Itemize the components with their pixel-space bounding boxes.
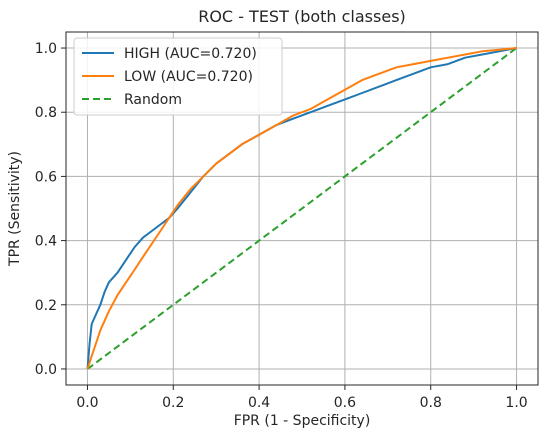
x-tick-label: 0.4 [248,395,270,411]
legend: HIGH (AUC=0.720) LOW (AUC=0.720) Random [73,37,283,116]
y-tick-label: 0.0 [35,362,57,378]
series-line-low [86,47,517,370]
x-axis-ticks: 0.0 0.2 0.4 0.6 0.8 1.0 [76,385,528,411]
y-tick-label: 0.6 [35,169,57,185]
y-tick-label: 0.4 [35,234,57,250]
plot-frame [65,31,539,386]
x-tick-label: 0.0 [76,395,98,411]
y-axis-ticks: 0.0 0.2 0.4 0.6 0.8 1.0 [35,41,66,378]
x-tick-label: 0.8 [420,395,442,411]
series-lines [86,47,518,370]
y-tick-label: 0.2 [35,298,57,314]
series-line-random [86,47,518,370]
x-axis-label: FPR (1 - Specificity) [234,413,371,429]
chart-title: ROC - TEST (both classes) [198,7,406,26]
legend-box [73,37,283,116]
y-tick-label: 1.0 [35,41,57,57]
x-tick-label: 0.6 [334,395,356,411]
x-tick-label: 1.0 [505,395,527,411]
legend-label: LOW (AUC=0.720) [124,69,253,85]
legend-label: HIGH (AUC=0.720) [124,46,257,62]
y-axis-label: TPR (Sensitivity) [7,151,23,267]
y-tick-label: 0.8 [35,105,57,121]
x-tick-label: 0.2 [162,395,184,411]
legend-label: Random [124,92,182,108]
